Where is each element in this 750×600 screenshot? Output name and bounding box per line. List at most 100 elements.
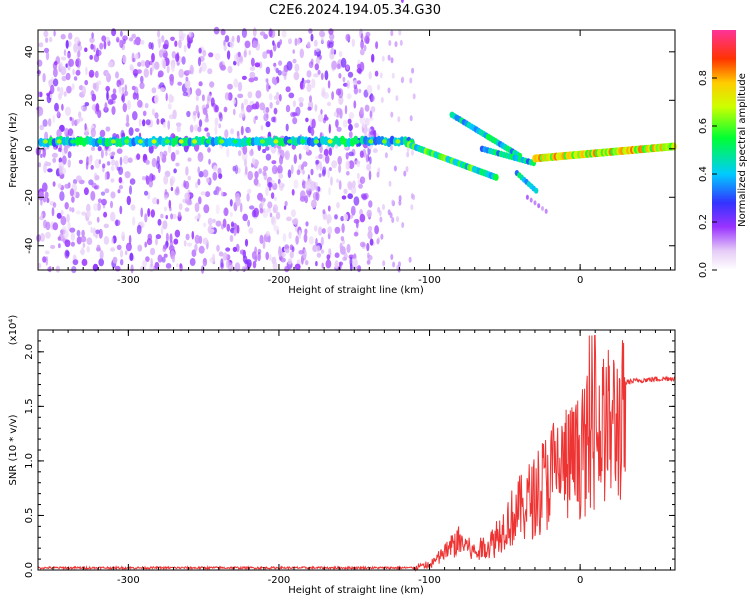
noise-speckle: [252, 40, 259, 48]
noise-speckle: [345, 33, 351, 42]
noise-speckle: [244, 263, 248, 268]
noise-speckle: [36, 70, 42, 75]
noise-speckle: [307, 106, 312, 111]
noise-speckle: [322, 166, 327, 175]
noise-speckle: [247, 91, 253, 99]
noise-speckle: [327, 80, 331, 89]
noise-speckle: [103, 223, 110, 229]
noise-speckle: [281, 69, 288, 77]
noise-speckle: [367, 252, 370, 258]
noise-speckle: [330, 176, 333, 186]
noise-speckle: [267, 182, 273, 188]
noise-speckle: [311, 78, 316, 89]
noise-speckle: [328, 186, 331, 196]
noise-speckle: [111, 237, 114, 245]
noise-speckle: [198, 171, 204, 178]
noise-speckle: [169, 73, 175, 82]
noise-speckle: [48, 36, 53, 43]
noise-speckle: [98, 258, 104, 267]
noise-speckle: [251, 103, 258, 110]
noise-speckle: [99, 42, 104, 50]
noise-speckle: [65, 250, 70, 257]
noise-speckle: [107, 147, 111, 152]
noise-speckle: [98, 228, 103, 239]
noise-speckle: [126, 195, 131, 206]
noise-speckle: [340, 57, 347, 68]
noise-speckle: [331, 60, 337, 70]
noise-speckle: [392, 261, 396, 268]
noise-speckle: [122, 102, 128, 113]
noise-speckle: [81, 86, 87, 96]
noise-speckle: [69, 188, 75, 197]
noise-speckle: [83, 187, 89, 196]
noise-speckle: [313, 73, 319, 78]
noise-speckle: [287, 169, 292, 179]
noise-speckle: [187, 242, 192, 247]
noise-speckle: [90, 165, 94, 170]
noise-speckle: [289, 250, 294, 259]
noise-speckle: [397, 116, 401, 123]
noise-speckle: [116, 244, 122, 250]
noise-speckle: [320, 236, 324, 246]
noise-speckle: [57, 236, 61, 241]
noise-speckle: [118, 185, 123, 190]
y-tick-label: 0: [24, 146, 35, 152]
noise-speckle: [242, 213, 248, 222]
noise-speckle: [173, 168, 177, 174]
noise-speckle: [134, 128, 140, 132]
noise-speckle: [298, 250, 305, 255]
noise-speckle: [129, 185, 132, 195]
noise-speckle: [220, 258, 224, 268]
noise-speckle: [279, 155, 283, 165]
noise-speckle: [262, 51, 268, 59]
noise-speckle: [303, 233, 308, 243]
noise-speckle: [338, 88, 344, 99]
noise-speckle: [247, 188, 252, 194]
noise-speckle: [288, 92, 295, 99]
noise-speckle: [223, 106, 228, 113]
noise-speckle: [116, 166, 121, 171]
noise-speckle: [187, 40, 191, 49]
noise-speckle: [124, 90, 129, 96]
carrier-core: [70, 139, 76, 144]
noise-speckle: [129, 65, 135, 72]
noise-speckle: [176, 125, 181, 132]
noise-speckle: [96, 216, 100, 223]
y-tick-label: 2.0: [24, 344, 35, 360]
noise-speckle: [304, 228, 308, 235]
noise-speckle: [136, 153, 141, 160]
noise-speckle: [172, 109, 177, 120]
noise-speckle: [58, 243, 61, 249]
noise-speckle: [340, 215, 345, 222]
noise-speckle: [283, 205, 287, 210]
noise-speckle: [195, 104, 199, 114]
noise-speckle: [352, 180, 356, 189]
noise-speckle: [76, 236, 82, 245]
noise-speckle: [137, 244, 143, 252]
noise-speckle: [77, 50, 81, 58]
noise-speckle: [181, 56, 186, 65]
noise-speckle: [163, 150, 168, 157]
noise-speckle: [66, 213, 70, 223]
noise-speckle: [292, 117, 298, 125]
noise-speckle: [120, 259, 124, 266]
noise-speckle: [119, 39, 124, 49]
noise-speckle: [237, 81, 243, 92]
noise-speckle: [398, 29, 402, 36]
noise-speckle: [322, 152, 325, 162]
noise-speckle: [134, 72, 138, 78]
noise-speckle: [343, 252, 348, 261]
noise-speckle: [147, 208, 151, 217]
noise-speckle: [207, 147, 211, 153]
noise-speckle: [369, 110, 373, 119]
noise-speckle: [197, 166, 200, 174]
noise-speckle: [134, 36, 141, 46]
noise-speckle: [214, 53, 221, 61]
noise-speckle: [366, 163, 372, 171]
noise-speckle: [105, 150, 108, 157]
noise-speckle: [40, 232, 45, 242]
noise-speckle: [259, 234, 264, 244]
noise-speckle: [224, 129, 229, 139]
noise-speckle: [89, 37, 95, 43]
noise-speckle: [167, 103, 172, 110]
